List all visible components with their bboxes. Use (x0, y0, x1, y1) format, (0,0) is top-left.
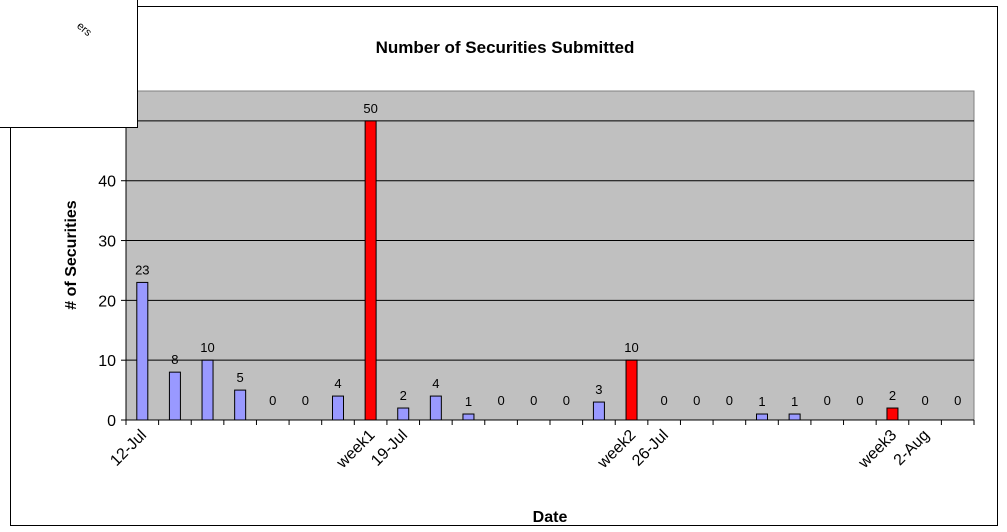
data-label: 0 (661, 393, 668, 408)
data-label: 3 (595, 382, 602, 397)
data-label: 5 (237, 370, 244, 385)
bar (429, 395, 442, 421)
data-label: 0 (497, 393, 504, 408)
data-label: 4 (334, 376, 341, 391)
data-label: 8 (171, 352, 178, 367)
data-label: 4 (432, 376, 439, 391)
x-tick-label: week2 (594, 427, 640, 473)
bar (332, 395, 344, 421)
y-tick-label: 0 (107, 413, 116, 430)
data-label: 0 (563, 393, 570, 408)
data-label: 1 (791, 394, 798, 409)
data-label: 10 (624, 340, 638, 355)
bar (168, 371, 181, 421)
bar (201, 359, 214, 421)
y-axis-title: # of Securities (63, 200, 80, 309)
plot-area (125, 90, 975, 421)
data-label: 0 (693, 393, 700, 408)
chart-title: Number of Securities Submitted (376, 38, 635, 57)
data-label: 10 (200, 340, 214, 355)
data-label: 0 (302, 393, 309, 408)
bar (234, 389, 247, 421)
gridlines (126, 120, 974, 361)
x-tick-label: 26-Jul (629, 427, 672, 470)
y-tick-label: 20 (98, 293, 116, 310)
data-label: 0 (726, 393, 733, 408)
data-label: 1 (465, 394, 472, 409)
y-tick-label: 30 (98, 234, 116, 251)
x-tick-label: 2-Aug (891, 427, 933, 469)
data-label: 1 (758, 394, 765, 409)
bar (136, 281, 149, 421)
bar (462, 413, 475, 421)
bar (756, 413, 768, 421)
data-label: 50 (363, 101, 377, 116)
bar (788, 413, 801, 421)
x-tick-label: week3 (855, 427, 901, 473)
data-label: 0 (530, 393, 537, 408)
bar-highlight (364, 120, 377, 421)
x-tick-label: 12-Jul (107, 427, 150, 470)
data-label: 0 (954, 393, 961, 408)
bar (592, 401, 605, 421)
x-tick-label: week1 (333, 427, 379, 473)
data-label: 2 (889, 388, 896, 403)
data-label: 0 (824, 393, 831, 408)
bar (397, 407, 410, 421)
bar-highlight (886, 407, 899, 421)
data-label: 0 (921, 393, 928, 408)
data-label: 0 (269, 393, 276, 408)
x-tick-label: 19-Jul (368, 427, 411, 470)
overlay-text: ers (74, 20, 94, 40)
x-axis-title: Date (533, 509, 568, 526)
data-label: 23 (135, 262, 149, 277)
data-label: 0 (856, 393, 863, 408)
y-tick-label: 10 (98, 353, 116, 370)
data-label: 2 (400, 388, 407, 403)
overlapping-panel: ers (0, 0, 138, 128)
y-tick-label: 40 (98, 174, 116, 191)
bar-highlight (625, 359, 638, 421)
